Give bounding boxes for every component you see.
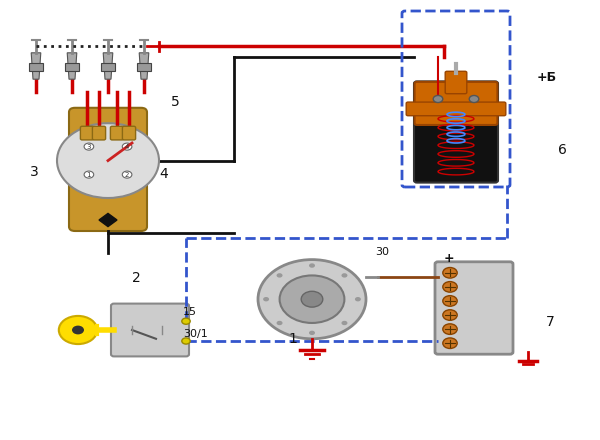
Circle shape	[277, 321, 283, 325]
Circle shape	[443, 268, 457, 278]
Text: 4: 4	[125, 143, 129, 150]
Circle shape	[280, 275, 344, 323]
Circle shape	[59, 316, 97, 344]
Circle shape	[57, 123, 159, 198]
Circle shape	[277, 273, 283, 278]
Text: 2: 2	[132, 271, 141, 285]
Polygon shape	[65, 63, 79, 71]
Circle shape	[258, 260, 366, 339]
Text: +Б: +Б	[537, 71, 557, 84]
Circle shape	[355, 297, 361, 301]
Text: 30: 30	[375, 247, 389, 257]
FancyBboxPatch shape	[92, 126, 106, 140]
Circle shape	[84, 143, 94, 150]
Polygon shape	[99, 213, 117, 227]
Circle shape	[443, 338, 457, 348]
Circle shape	[443, 296, 457, 306]
Circle shape	[309, 331, 315, 335]
FancyBboxPatch shape	[414, 81, 498, 183]
FancyBboxPatch shape	[111, 304, 189, 356]
Circle shape	[341, 273, 347, 278]
Circle shape	[443, 324, 457, 334]
Text: 5: 5	[171, 95, 180, 109]
Polygon shape	[67, 53, 77, 79]
Circle shape	[301, 291, 323, 307]
Circle shape	[72, 326, 84, 334]
FancyBboxPatch shape	[435, 262, 513, 354]
Circle shape	[309, 263, 315, 268]
Circle shape	[341, 321, 347, 325]
Circle shape	[122, 171, 132, 178]
Polygon shape	[139, 53, 149, 79]
Circle shape	[469, 95, 479, 103]
Text: 1: 1	[86, 172, 91, 178]
Text: 1: 1	[288, 332, 297, 346]
Circle shape	[263, 297, 269, 301]
Text: +: +	[444, 252, 455, 265]
FancyBboxPatch shape	[69, 108, 147, 231]
Polygon shape	[101, 63, 115, 71]
Polygon shape	[103, 53, 113, 79]
Circle shape	[122, 143, 132, 150]
Circle shape	[182, 318, 190, 324]
FancyBboxPatch shape	[415, 82, 497, 125]
FancyBboxPatch shape	[406, 102, 506, 116]
FancyBboxPatch shape	[122, 126, 136, 140]
FancyBboxPatch shape	[445, 71, 467, 94]
Circle shape	[84, 171, 94, 178]
Circle shape	[443, 282, 457, 292]
FancyBboxPatch shape	[80, 126, 94, 140]
Text: 4: 4	[159, 167, 168, 181]
Polygon shape	[31, 53, 41, 79]
Polygon shape	[29, 63, 43, 71]
FancyBboxPatch shape	[110, 126, 124, 140]
Text: 7: 7	[546, 315, 555, 329]
Text: 30/1: 30/1	[183, 329, 208, 339]
Text: 2: 2	[125, 172, 129, 178]
Circle shape	[443, 310, 457, 320]
Circle shape	[433, 95, 443, 103]
Text: 15: 15	[183, 307, 197, 317]
Polygon shape	[137, 63, 151, 71]
Circle shape	[182, 338, 190, 344]
Text: 6: 6	[558, 143, 567, 157]
Text: 3: 3	[86, 143, 91, 150]
Text: 3: 3	[30, 165, 39, 179]
